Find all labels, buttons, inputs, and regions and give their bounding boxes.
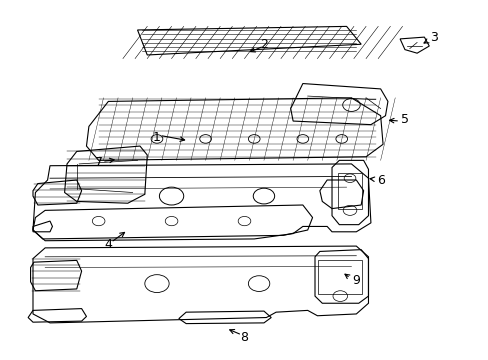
Text: 5: 5	[400, 113, 408, 126]
Text: 6: 6	[376, 174, 384, 186]
Text: 3: 3	[429, 31, 437, 44]
Text: 9: 9	[352, 274, 360, 287]
Text: 1: 1	[153, 131, 161, 144]
Text: 4: 4	[104, 238, 112, 251]
Text: 8: 8	[240, 331, 248, 344]
Text: 2: 2	[260, 38, 267, 51]
Text: 7: 7	[95, 156, 102, 168]
